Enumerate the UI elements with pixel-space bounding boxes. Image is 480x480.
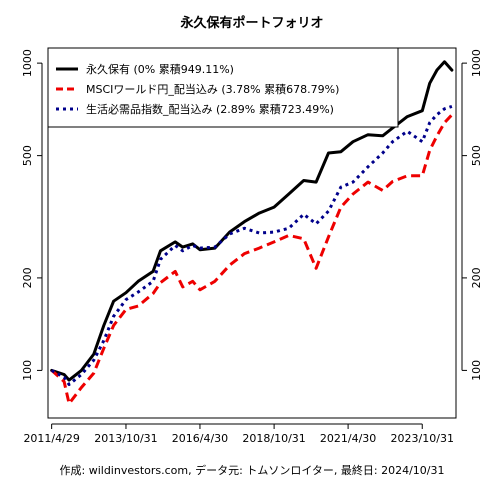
x-tick-label: 2021/4/30 bbox=[320, 432, 376, 445]
series-line-2 bbox=[50, 113, 453, 406]
x-tick-label: 2023/10/31 bbox=[391, 432, 454, 445]
y-tick-label-left: 500 bbox=[21, 145, 34, 166]
y-tick-label-right: 200 bbox=[470, 267, 480, 288]
x-tick-label: 2013/10/31 bbox=[94, 432, 157, 445]
y-tick-label-left: 100 bbox=[21, 360, 34, 381]
y-tick-label-left: 1000 bbox=[21, 49, 34, 77]
legend-label-2: MSCIワールド円_配当込み (3.78% 累積678.79%) bbox=[86, 82, 339, 96]
right-y-axis: 100 200 500 1000 bbox=[461, 49, 480, 381]
x-tick-label: 2018/10/31 bbox=[242, 432, 305, 445]
legend-label-3: 生活必需品指数_配当込み (2.89% 累積723.49%) bbox=[86, 102, 334, 116]
series-line-3 bbox=[50, 104, 453, 386]
legend: 永久保有 (0% 累積949.11%) MSCIワールド円_配当込み (3.78%… bbox=[47, 47, 399, 128]
y-tick-label-left: 200 bbox=[21, 267, 34, 288]
y-tick-label-right: 1000 bbox=[470, 49, 480, 77]
x-axis: 2011/4/29 2013/10/31 2016/4/30 2018/10/31 20… bbox=[23, 423, 454, 445]
legend-label-1: 永久保有 (0% 累積949.11%) bbox=[86, 62, 234, 76]
x-tick-label: 2016/4/30 bbox=[172, 432, 228, 445]
chart-footer: 作成: wildinvestors.com, データ元: トムソンロイター, 最… bbox=[60, 463, 445, 477]
x-tick-label: 2011/4/29 bbox=[23, 432, 79, 445]
chart-title: 永久保有ポートフォリオ bbox=[179, 15, 323, 31]
y-tick-label-right: 500 bbox=[470, 145, 480, 166]
left-y-axis: 100 200 500 1000 bbox=[21, 49, 43, 381]
y-tick-label-right: 100 bbox=[470, 360, 480, 381]
legend-box bbox=[47, 47, 399, 128]
